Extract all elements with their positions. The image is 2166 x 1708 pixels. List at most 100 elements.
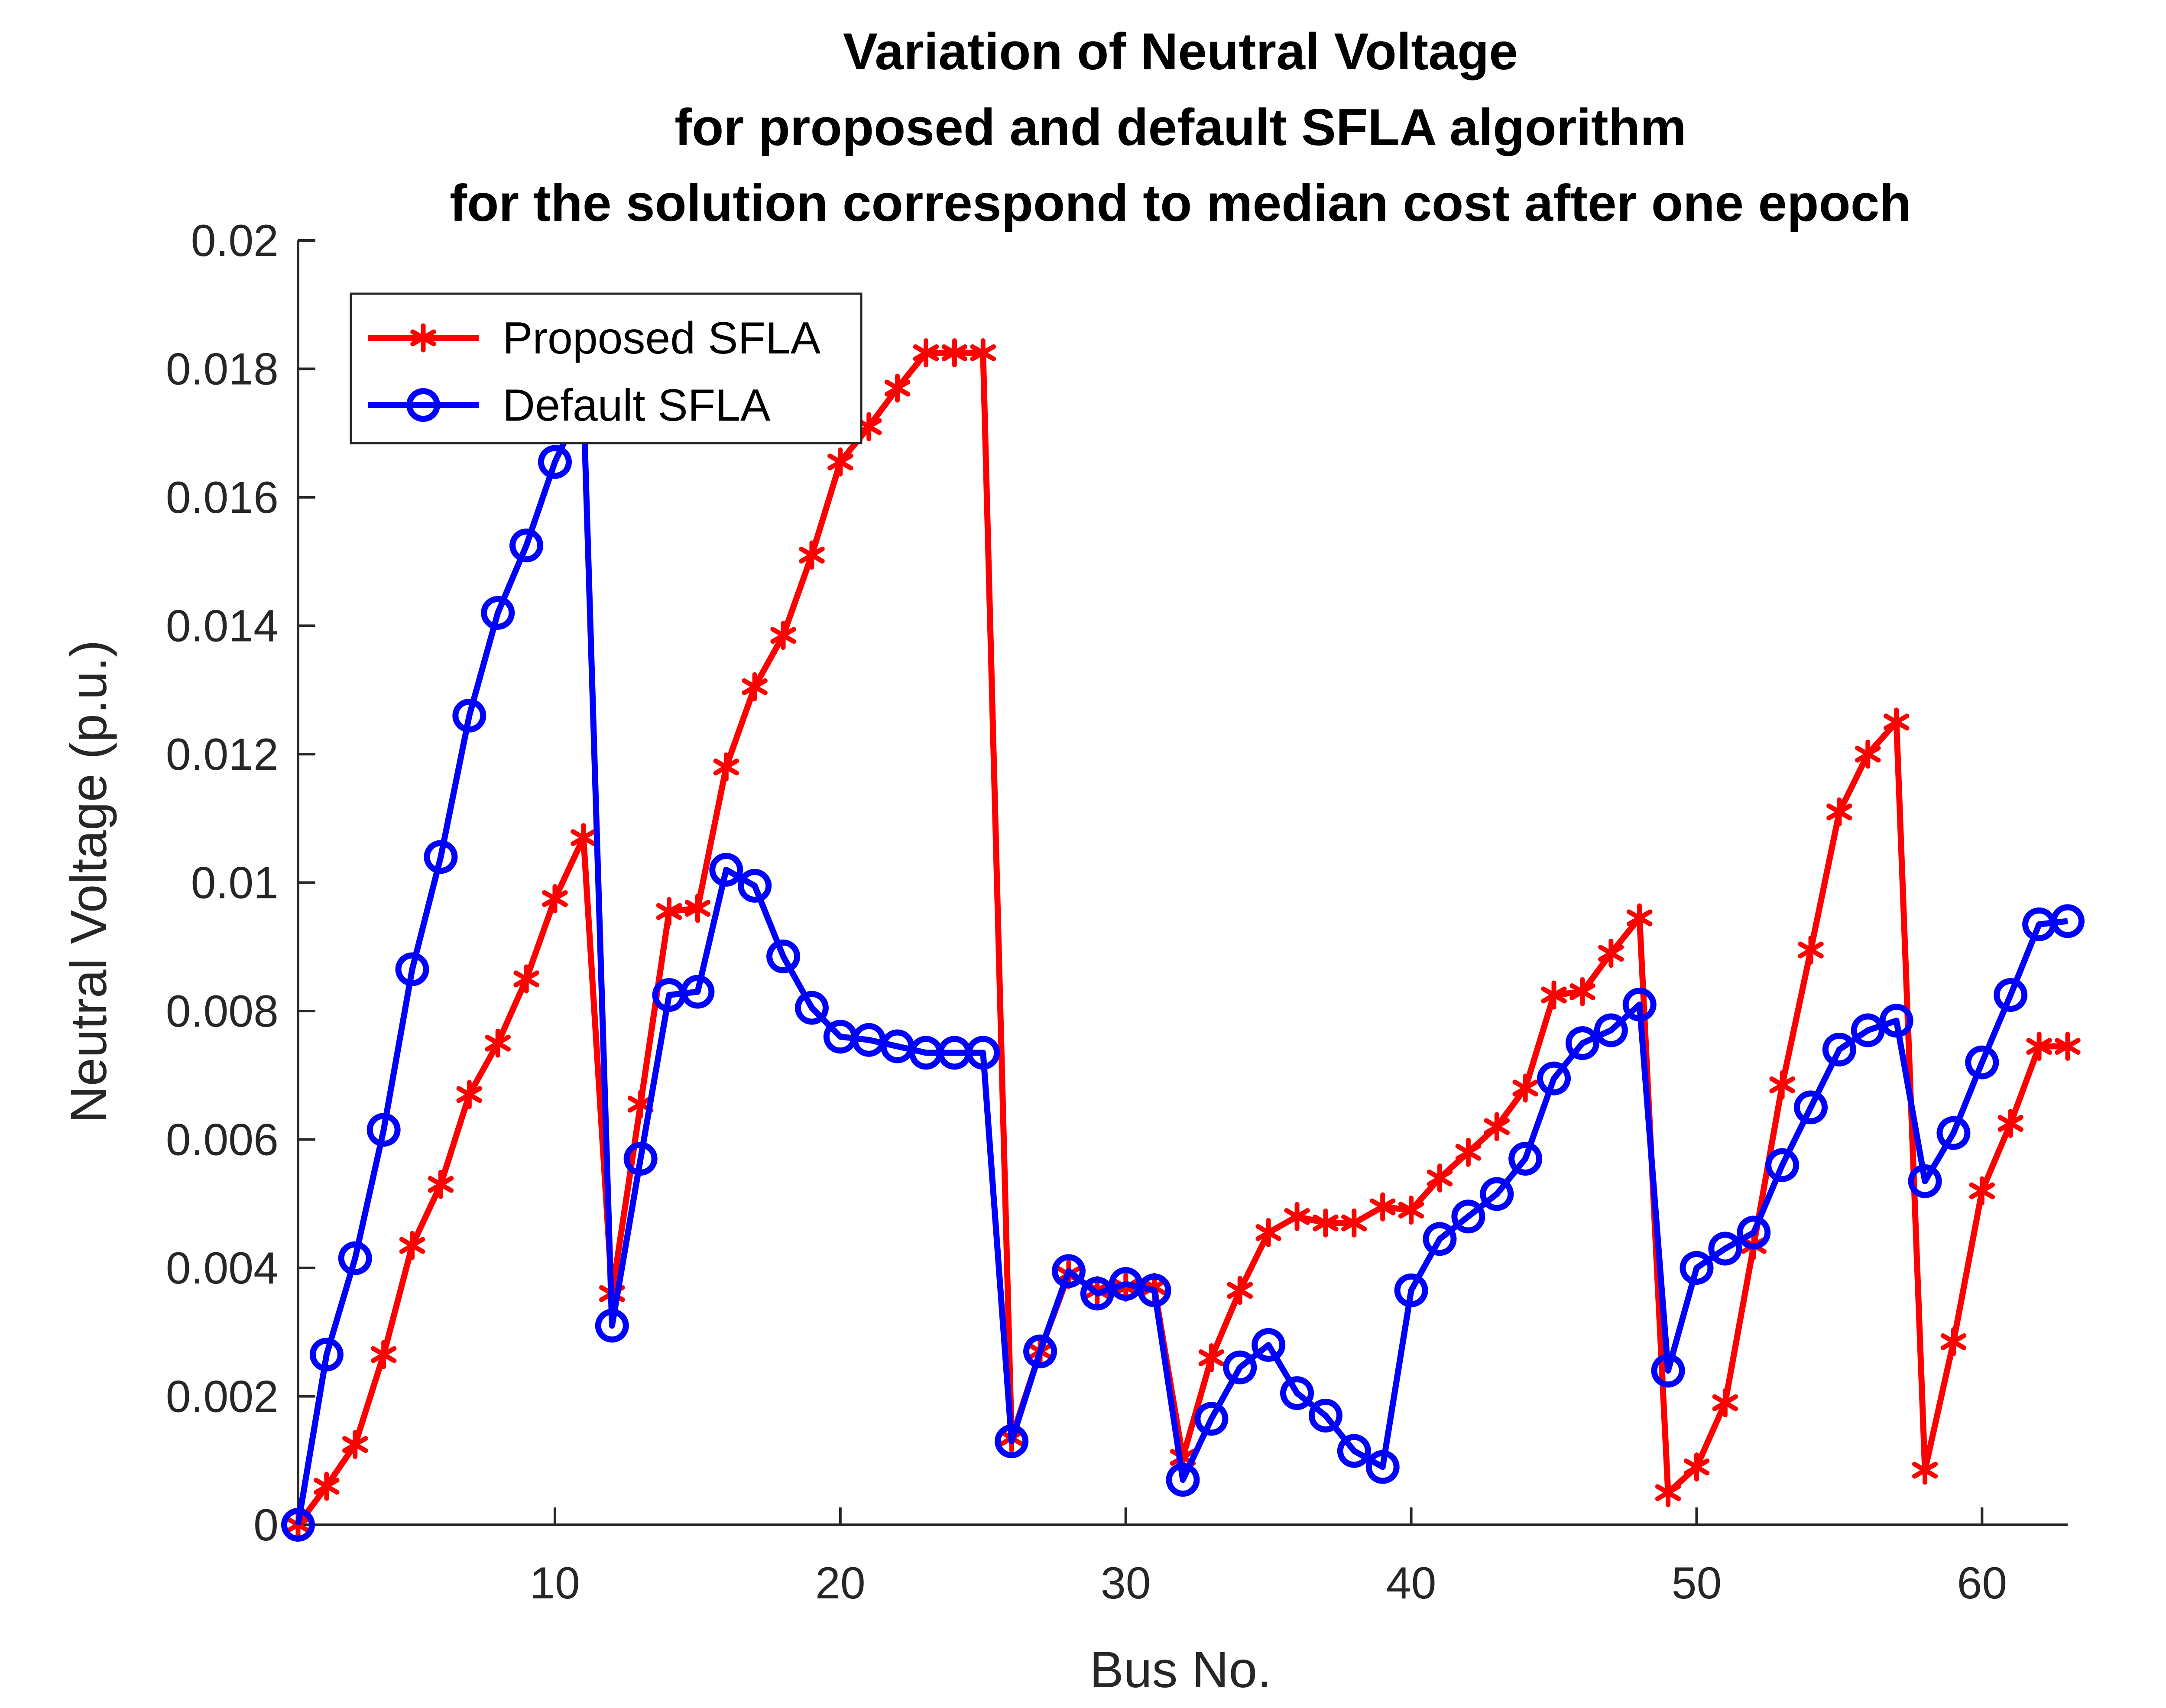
y-tick-label: 0: [253, 1500, 279, 1550]
data-point: [424, 840, 458, 874]
data-point: [1455, 1138, 1482, 1167]
data-point: [1626, 903, 1653, 933]
data-point: [1851, 1013, 1885, 1047]
data-point: [1598, 939, 1624, 968]
data-point: [513, 964, 539, 994]
data-point: [1883, 707, 1910, 737]
y-axis-label: Neutral Voltage (p.u.): [60, 640, 117, 1123]
data-point: [1337, 1434, 1371, 1468]
data-point: [1683, 1452, 1710, 1482]
series-default-sfla: [281, 384, 2085, 1542]
data-point: [656, 897, 682, 926]
data-point: [2055, 1032, 2081, 1061]
data-point: [1051, 1254, 1086, 1288]
data-point: [595, 1309, 629, 1343]
data-point: [571, 823, 597, 852]
y-tick-label: 0.008: [166, 986, 279, 1037]
x-tick-label: 50: [1672, 1558, 1722, 1608]
data-point: [1969, 1176, 1995, 1206]
legend-label: Default SFLA: [503, 380, 771, 431]
data-point: [1198, 1343, 1225, 1373]
data-point: [799, 540, 825, 570]
data-point: [1594, 1013, 1628, 1047]
y-tick-label: 0.002: [166, 1372, 279, 1422]
data-point: [1651, 1354, 1685, 1388]
data-point: [1936, 1116, 1971, 1150]
data-point: [338, 1241, 372, 1275]
data-point: [770, 621, 796, 650]
data-point: [342, 1430, 368, 1459]
data-point: [713, 752, 739, 782]
data-point: [1284, 1202, 1310, 1231]
data-point: [1423, 1222, 1457, 1256]
chart-title-line-1: Variation of Neutral Voltage: [843, 23, 1518, 81]
data-point: [684, 894, 711, 923]
data-point: [1451, 1199, 1485, 1234]
y-tick-label: 0.01: [191, 858, 279, 908]
data-point: [281, 1508, 315, 1542]
data-point: [1484, 1112, 1510, 1141]
data-point: [1369, 1192, 1396, 1222]
data-point: [794, 991, 829, 1025]
chart-title: Variation of Neutral Voltage for propose…: [450, 23, 1911, 232]
data-point: [970, 338, 996, 367]
data-point: [1569, 977, 1595, 1007]
data-point: [623, 1141, 658, 1176]
data-point: [913, 338, 939, 367]
data-point: [1365, 1450, 1400, 1484]
axes: 10 20 30 40 50 60 0 0.002 0.004 0.006 0.008 0.01 0.0…: [166, 216, 2068, 1608]
data-point: [1798, 935, 1824, 965]
data-point: [370, 1340, 397, 1369]
data-point: [1822, 1032, 1856, 1066]
data-point: [742, 672, 768, 701]
data-point: [314, 1471, 340, 1501]
data-point: [485, 1028, 511, 1058]
data-point: [1537, 1061, 1571, 1095]
data-point: [738, 869, 772, 903]
x-tick-label: 10: [530, 1558, 580, 1608]
y-tick-label: 0.016: [166, 473, 279, 523]
data-point: [509, 528, 544, 563]
legend-marker: [406, 388, 440, 422]
x-tick-label: 40: [1386, 1558, 1436, 1608]
legend: Proposed SFLA Default SFLA: [350, 292, 863, 444]
data-point: [1427, 1163, 1453, 1193]
series-line: [295, 350, 2068, 1527]
y-tick-label: 0.004: [166, 1243, 279, 1293]
data-point: [395, 952, 429, 986]
data-point: [2026, 1032, 2052, 1061]
data-point: [1194, 1402, 1229, 1436]
data-point: [542, 884, 568, 914]
data-point: [1712, 1388, 1738, 1417]
data-point: [1855, 739, 1881, 769]
data-point: [1394, 1273, 1428, 1307]
x-axis-label: Bus No.: [1089, 1641, 1271, 1698]
data-point: [766, 939, 801, 973]
data-point: [1280, 1376, 1314, 1410]
y-tick-label: 0.02: [191, 216, 279, 266]
series-line: [295, 398, 2068, 1526]
x-tick-label: 60: [1957, 1558, 2007, 1608]
legend-box: [350, 292, 863, 444]
chart-title-line-3: for the solution correspond to median co…: [450, 174, 1911, 232]
data-point: [1997, 1108, 2023, 1138]
series-layer: [281, 338, 2085, 1542]
data-point: [1398, 1196, 1424, 1225]
data-point: [399, 1231, 425, 1260]
data-point: [1252, 1328, 1286, 1362]
data-point: [1023, 1334, 1057, 1368]
data-point: [1912, 1455, 1938, 1485]
y-tick-label: 0.014: [166, 601, 279, 651]
data-point: [1080, 1277, 1114, 1311]
data-point: [1541, 980, 1567, 1010]
data-point: [452, 699, 486, 733]
data-point: [1255, 1218, 1281, 1247]
data-point: [1166, 1463, 1200, 1497]
data-point: [1480, 1177, 1514, 1211]
legend-entry: Default SFLA: [368, 380, 771, 431]
y-tick-label: 0.018: [166, 344, 279, 395]
data-point: [1341, 1208, 1367, 1238]
data-point: [681, 975, 715, 1009]
